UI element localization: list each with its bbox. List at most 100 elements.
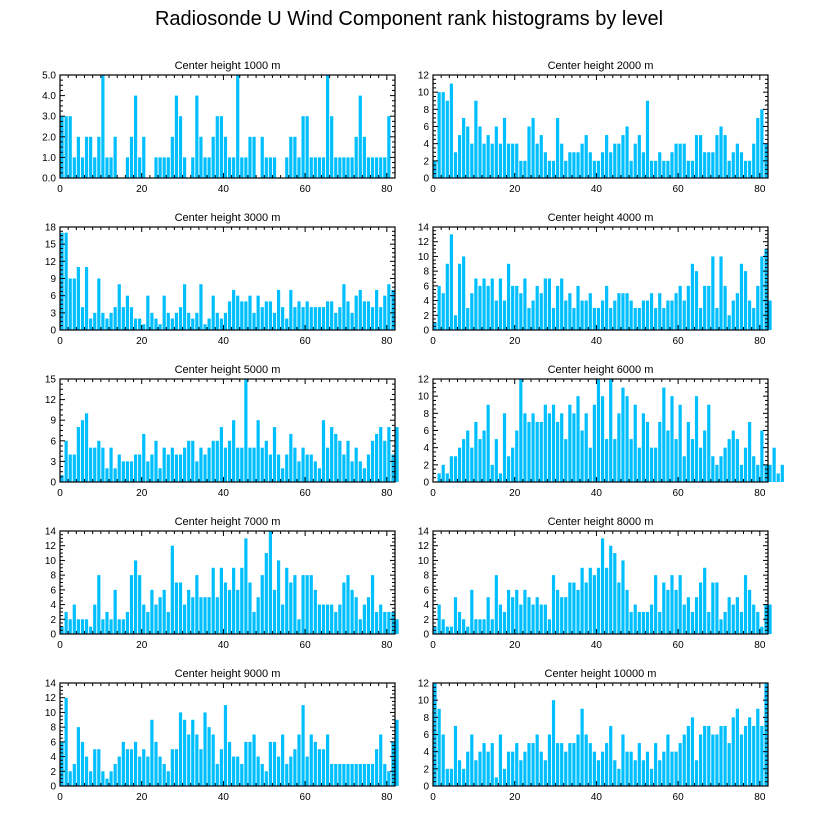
bar — [453, 456, 458, 482]
bar — [317, 749, 322, 786]
bar — [313, 461, 317, 482]
panel-9: Center height 9000 m 0 20 40 60 80 0 2 4 6 8 10 12 14 — [45, 668, 399, 803]
bar — [215, 597, 219, 634]
bar — [183, 719, 187, 786]
bar — [64, 232, 68, 330]
bar — [752, 604, 756, 634]
bar — [748, 300, 752, 330]
bar — [637, 447, 641, 482]
bar — [133, 95, 138, 178]
bar — [551, 700, 556, 786]
bar — [719, 126, 723, 178]
bar — [354, 136, 358, 178]
bar — [195, 312, 199, 330]
bar — [203, 324, 207, 330]
bar — [551, 307, 556, 330]
bar — [645, 421, 650, 482]
bar — [511, 143, 515, 178]
y-tick-label: 2 — [50, 615, 56, 626]
bar — [219, 567, 223, 634]
bar — [289, 582, 293, 634]
y-tick-label: 4.0 — [42, 91, 56, 102]
bar — [199, 749, 203, 786]
bar — [654, 575, 658, 634]
bar — [707, 725, 711, 786]
bar — [649, 768, 654, 786]
bar — [564, 597, 568, 634]
y-tick-label: 8 — [50, 723, 56, 734]
bar — [662, 160, 666, 178]
bar — [711, 456, 715, 482]
bar — [625, 293, 629, 330]
bar — [686, 160, 690, 178]
bar — [358, 95, 362, 178]
bar — [379, 734, 383, 786]
bar — [84, 267, 89, 330]
bar — [276, 289, 281, 330]
bar — [739, 611, 744, 634]
panel-title: Center height 9000 m — [175, 668, 281, 680]
bar — [690, 160, 695, 178]
bar — [309, 307, 313, 330]
bar — [317, 307, 322, 330]
y-tick-label: 8 — [423, 105, 429, 116]
panel-title: Center height 2000 m — [548, 60, 654, 72]
bar — [670, 152, 674, 178]
bar — [317, 604, 322, 634]
bar — [313, 157, 317, 178]
bar — [535, 285, 539, 330]
x-tick-label: 60 — [300, 640, 312, 651]
bar — [166, 454, 170, 482]
bar — [272, 741, 277, 786]
bar — [580, 567, 584, 634]
bar — [527, 421, 531, 482]
y-tick-label: 10 — [45, 556, 57, 567]
bar — [707, 404, 711, 482]
y-tick-label: 12 — [45, 693, 57, 704]
bar — [731, 152, 735, 178]
x-tick-label: 80 — [381, 640, 393, 651]
bar — [80, 420, 85, 482]
bar — [121, 461, 125, 482]
bar — [142, 324, 146, 330]
bar — [170, 318, 174, 330]
y-tick-label: 0 — [423, 326, 429, 337]
bar — [490, 278, 494, 330]
y-tick-label: 18 — [45, 223, 57, 234]
bar — [703, 430, 707, 482]
x-tick-label: 60 — [673, 792, 685, 803]
bar — [383, 157, 387, 178]
bar — [346, 157, 350, 178]
bar — [666, 430, 670, 482]
bar — [682, 604, 686, 634]
bar — [215, 116, 219, 178]
y-tick-label: 1.0 — [42, 153, 56, 164]
bar — [494, 300, 498, 330]
bar — [133, 454, 138, 482]
bar — [699, 447, 703, 482]
bar — [64, 116, 68, 178]
bar — [658, 293, 662, 330]
bar — [494, 777, 498, 786]
bar — [572, 152, 576, 178]
bar — [379, 157, 383, 178]
bar — [158, 157, 162, 178]
bar — [596, 567, 601, 634]
bar — [743, 160, 748, 178]
y-tick-label: 3 — [50, 457, 56, 468]
bar — [309, 575, 313, 634]
bar — [723, 135, 727, 178]
bar — [334, 312, 338, 330]
y-tick-label: 4 — [50, 600, 56, 611]
bar — [313, 589, 317, 634]
bar — [354, 295, 358, 330]
bar — [543, 760, 547, 786]
bar — [633, 760, 637, 786]
bar — [72, 604, 76, 634]
x-tick-label: 60 — [673, 640, 685, 651]
bar — [613, 760, 617, 786]
bar — [211, 567, 215, 634]
bar — [89, 318, 93, 330]
bar — [76, 727, 80, 786]
bar — [93, 447, 97, 482]
